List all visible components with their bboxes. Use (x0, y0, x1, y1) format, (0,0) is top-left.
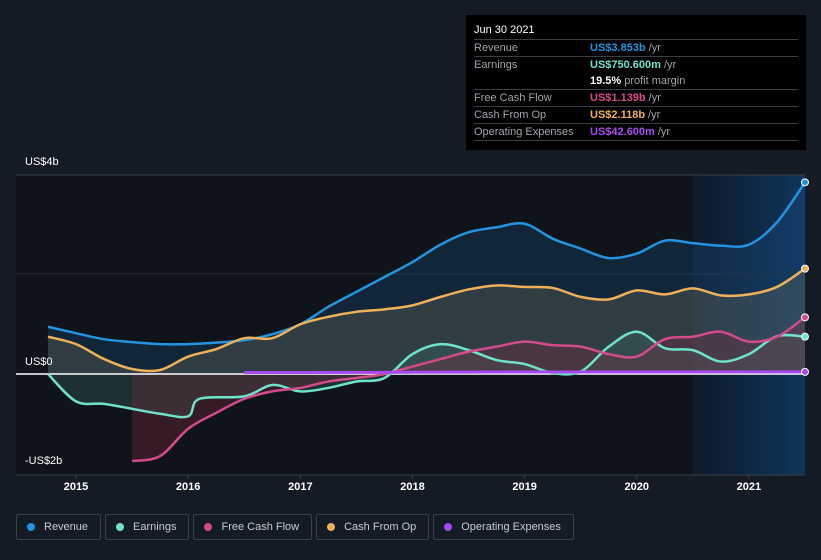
line-earnings (47, 330, 806, 419)
x-tick-label: 2016 (175, 481, 201, 493)
area-earnings (48, 331, 805, 418)
y-tick-label-top: US$4b (25, 156, 59, 168)
tooltip-label: Earnings (474, 59, 518, 71)
plot-background (16, 175, 805, 475)
legend-dot-icon (444, 523, 453, 531)
y-tick-label-zero: US$0 (25, 356, 53, 368)
tooltip-unit: /yr (648, 42, 661, 54)
legend-label: Free Cash Flow (221, 521, 300, 533)
endpoint-revenue (801, 178, 809, 187)
legend-item-cash-from-op[interactable]: Cash From Op (316, 514, 430, 540)
legend-dot-icon (327, 523, 336, 531)
tooltip-row-opex: Operating Expenses US$42.600m /yr (474, 124, 798, 141)
legend-dot-icon (204, 523, 213, 531)
x-tick-label: 2021 (736, 481, 762, 493)
line-cash-from-op (47, 267, 806, 373)
legend-item-operating-expenses[interactable]: Operating Expenses (433, 514, 574, 540)
tooltip-row-fcf: Free Cash Flow US$1.139b /yr (474, 90, 798, 107)
y-tick-label-bottom: -US$2b (25, 455, 63, 467)
area-revenue (48, 182, 805, 374)
highlight-region (692, 175, 805, 475)
legend-item-revenue[interactable]: Revenue (16, 514, 102, 540)
tooltip-unit: /yr (657, 126, 671, 138)
tooltip-unit: /yr (648, 109, 661, 121)
tooltip-value: US$1.139b (590, 92, 646, 104)
tooltip-row-revenue: Revenue US$3.853b /yr (474, 40, 798, 57)
tooltip-unit: /yr (648, 92, 661, 104)
legend-label: Cash From Op (344, 521, 417, 533)
tooltip-label (474, 73, 590, 89)
area-cash-from-op (48, 268, 805, 374)
area-free-cash-flow (132, 317, 806, 462)
endpoint-operating-expenses (801, 367, 809, 376)
tooltip-date: Jun 30 2021 (474, 22, 798, 40)
tooltip-label: Free Cash Flow (474, 92, 552, 104)
tooltip-value: US$42.600m (590, 126, 655, 138)
x-tick-label: 2018 (400, 481, 425, 493)
line-operating-expenses (244, 370, 806, 375)
x-tick-label: 2019 (512, 481, 537, 493)
x-tick-label: 2017 (288, 481, 313, 493)
line-free-cash-flow (131, 316, 806, 463)
tooltip-label: Revenue (474, 42, 519, 54)
tooltip-unit: /yr (663, 59, 677, 71)
endpoint-free-cash-flow (801, 313, 809, 322)
endpoint-cash-from-op (801, 264, 809, 273)
x-tick-label: 2020 (624, 481, 650, 493)
line-revenue (47, 181, 807, 346)
tooltip-row-margin: 19.5% profit margin (474, 73, 798, 90)
legend-dot-icon (116, 523, 125, 531)
tooltip-value: US$2.118b (590, 109, 646, 121)
endpoint-earnings (801, 332, 809, 341)
tooltip-value: US$750.600m (590, 59, 661, 71)
legend: Revenue Earnings Free Cash Flow Cash Fro… (16, 514, 574, 540)
tooltip: Jun 30 2021 Revenue US$3.853b /yr Earnin… (466, 15, 806, 150)
tooltip-row-earnings: Earnings US$750.600m /yr (474, 57, 798, 73)
legend-label: Revenue (44, 521, 89, 533)
legend-label: Earnings (133, 521, 177, 533)
legend-label: Operating Expenses (461, 521, 561, 533)
legend-item-free-cash-flow[interactable]: Free Cash Flow (193, 514, 313, 540)
x-tick-label: 2015 (63, 481, 89, 493)
legend-dot-icon (27, 523, 35, 531)
tooltip-label: Operating Expenses (474, 126, 574, 138)
tooltip-label: Cash From Op (474, 109, 547, 121)
tooltip-value: US$3.853b (590, 42, 646, 54)
tooltip-unit: profit margin (624, 75, 686, 87)
tooltip-value: 19.5% (590, 75, 622, 87)
legend-item-earnings[interactable]: Earnings (105, 514, 190, 540)
tooltip-row-cfo: Cash From Op US$2.118b /yr (474, 107, 798, 124)
